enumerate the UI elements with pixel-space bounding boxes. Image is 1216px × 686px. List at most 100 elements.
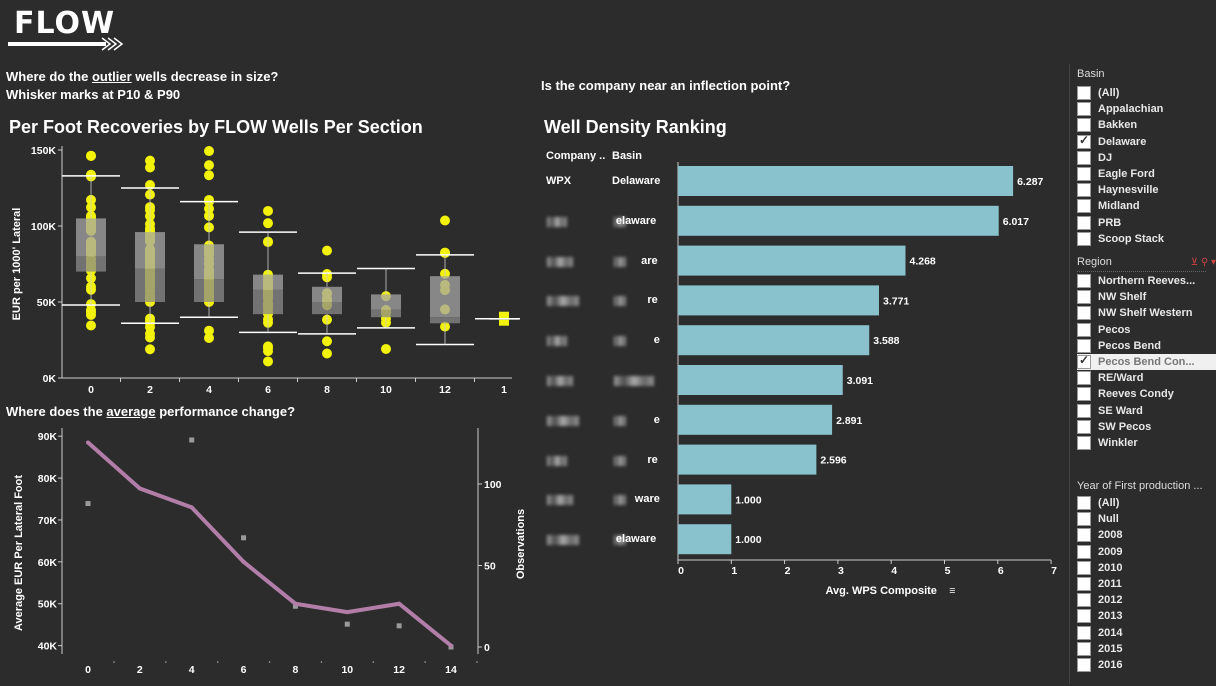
region-filter-option[interactable]: Pecos Bend Con... [1077, 353, 1216, 371]
checkbox[interactable] [1077, 544, 1091, 559]
sort-icon: ≡ [949, 585, 955, 597]
y-tick-label: 0K [43, 373, 57, 385]
basin-cell-partial[interactable]: e [653, 334, 660, 347]
basin-cell[interactable]: Delaware [612, 175, 661, 187]
basin-column-header[interactable]: Basin [612, 150, 642, 162]
year-filter-option[interactable]: 2008 [1077, 527, 1216, 543]
basin-cell-partial[interactable]: ware [634, 493, 660, 506]
checkbox[interactable] [1077, 387, 1091, 402]
year-filter-option[interactable]: 2009 [1077, 544, 1216, 560]
basin-filter-option[interactable]: Delaware [1077, 133, 1216, 150]
basin-filter-option[interactable]: (All) [1077, 85, 1216, 101]
basin-filter-option[interactable]: DJ [1077, 150, 1216, 166]
redacted-company-cell[interactable] [547, 296, 579, 307]
average-eur-point [86, 440, 90, 445]
bar-x-tick-label: 5 [945, 565, 951, 577]
checkbox[interactable] [1077, 215, 1091, 230]
year-filter-option[interactable]: 2014 [1077, 625, 1216, 641]
redacted-company-cell[interactable] [547, 415, 579, 426]
checkbox[interactable] [1077, 102, 1091, 117]
checkbox[interactable] [1077, 419, 1091, 434]
checkbox[interactable] [1077, 150, 1091, 165]
redacted-company-cell[interactable] [547, 455, 567, 466]
box-plot-chart[interactable]: EUR per 1000' Lateral 150K 100K 50K 0K 0 2 4 6 8 1… [0, 140, 520, 396]
basin-filter-option[interactable]: Scoop Stack [1077, 231, 1216, 247]
region-filter-option[interactable]: RE/Ward [1077, 370, 1216, 386]
scatter-point [263, 341, 273, 352]
basin-cell-partial[interactable]: elaware [615, 533, 657, 546]
checkbox[interactable] [1077, 435, 1091, 450]
year-filter-option[interactable]: 2015 [1077, 641, 1216, 657]
checkbox[interactable] [1077, 322, 1091, 337]
basin-filter-option[interactable]: Eagle Ford [1077, 166, 1216, 182]
checkbox[interactable] [1077, 183, 1091, 198]
box-lower [312, 302, 342, 315]
year-filter-option[interactable]: Null [1077, 511, 1216, 527]
checkbox[interactable] [1077, 496, 1091, 511]
year-filter-option[interactable]: 2013 [1077, 608, 1216, 624]
checkbox[interactable] [1077, 560, 1091, 575]
region-filter-option[interactable]: Winkler [1077, 435, 1216, 451]
checkbox[interactable] [1077, 641, 1091, 656]
checkbox[interactable] [1077, 133, 1091, 149]
checkbox[interactable] [1077, 371, 1091, 386]
region-filter-option[interactable]: NW Shelf Western [1077, 305, 1216, 321]
company-column-header[interactable]: Company .. [546, 150, 606, 162]
checkbox[interactable] [1077, 338, 1091, 353]
company-cell[interactable]: WPX [546, 175, 572, 187]
region-filter-option[interactable]: Pecos [1077, 322, 1216, 338]
checkbox[interactable] [1077, 403, 1091, 418]
ranking-bar-chart[interactable]: 6.287 6.017 4.268 3.771 3.588 3.091 2.891 2.596… [665, 160, 1085, 600]
region-filter-option[interactable]: Pecos Bend [1077, 338, 1216, 354]
line-chart[interactable]: Average EUR Per Lateral Foot Observations… [0, 422, 530, 686]
basin-cell-partial[interactable]: e [653, 413, 660, 426]
basin-cell-partial[interactable]: re [647, 453, 658, 466]
year-filter-option[interactable]: (All) [1077, 495, 1216, 511]
y-tick-label: 60K [38, 557, 58, 569]
region-filter-option[interactable]: SW Pecos [1077, 419, 1216, 435]
basin-filter-option[interactable]: Appalachian [1077, 101, 1216, 117]
checkbox[interactable] [1077, 86, 1091, 101]
basin-filter-option[interactable]: Haynesville [1077, 182, 1216, 198]
region-filter-option[interactable]: NW Shelf [1077, 289, 1216, 305]
checkbox[interactable] [1077, 306, 1091, 321]
basin-filter-option[interactable]: Midland [1077, 198, 1216, 214]
checkbox[interactable] [1077, 199, 1091, 214]
scatter-point [440, 215, 450, 226]
redacted-company-cell[interactable] [547, 256, 573, 267]
redacted-company-cell[interactable] [547, 336, 567, 347]
checkbox[interactable] [1077, 609, 1091, 624]
checkbox[interactable] [1077, 274, 1091, 289]
year-filter-option[interactable]: 2010 [1077, 560, 1216, 576]
checkbox[interactable] [1077, 231, 1091, 246]
scatter-point [145, 344, 155, 355]
year-filter-option[interactable]: 2011 [1077, 576, 1216, 592]
redacted-company-cell[interactable] [547, 495, 573, 506]
basin-cell-partial[interactable]: elaware [615, 214, 657, 227]
basin-filter-option[interactable]: PRB [1077, 215, 1216, 231]
checkbox[interactable] [1077, 625, 1091, 640]
redacted-company-cell[interactable] [547, 535, 579, 546]
checkbox[interactable] [1077, 353, 1091, 370]
checkbox[interactable] [1077, 118, 1091, 133]
basin-cell-partial[interactable]: re [647, 294, 658, 307]
checkbox[interactable] [1077, 657, 1091, 672]
checkbox[interactable] [1077, 593, 1091, 608]
redacted-company-cell[interactable] [547, 376, 573, 386]
checkbox[interactable] [1077, 528, 1091, 543]
checkbox[interactable] [1077, 577, 1091, 592]
redacted-basin-cell [614, 216, 626, 227]
checkbox[interactable] [1077, 512, 1091, 527]
year-filter-option[interactable]: 2012 [1077, 592, 1216, 608]
region-filter-option[interactable]: Northern Reeves... [1077, 273, 1216, 289]
region-filter-option[interactable]: SE Ward [1077, 403, 1216, 419]
scatter-point [263, 356, 273, 367]
filter-controls-icon[interactable]: ⊻ ⚲ ▾ [1190, 256, 1216, 268]
year-filter-option[interactable]: 2016 [1077, 657, 1216, 673]
region-filter-option[interactable]: Reeves Condy [1077, 386, 1216, 402]
redacted-company-cell[interactable] [547, 216, 567, 227]
basin-filter-option[interactable]: Bakken [1077, 117, 1216, 133]
basin-cell-partial[interactable]: are [641, 254, 658, 267]
checkbox[interactable] [1077, 167, 1091, 182]
checkbox[interactable] [1077, 290, 1091, 305]
